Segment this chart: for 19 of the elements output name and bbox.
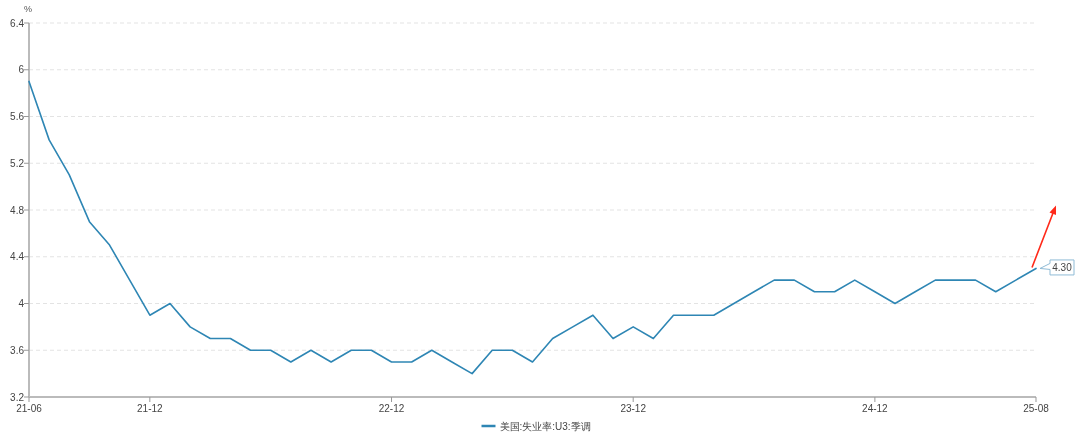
- y-tick-label: 3.2: [10, 391, 25, 403]
- y-tick-label: 5.6: [10, 111, 25, 122]
- y-tick-label: 4: [18, 298, 25, 309]
- x-tick-label: 22-12: [378, 403, 405, 414]
- legend-label: 美国:失业率:U3:季调: [499, 421, 591, 432]
- y-tick-label: 5.2: [10, 157, 25, 169]
- y-axis-title: %: [23, 4, 33, 14]
- y-tick-label: 4.4: [10, 251, 25, 263]
- x-tick-label: 24-12: [862, 403, 889, 414]
- x-tick-label: 25-08: [1023, 403, 1050, 414]
- y-tick-label: 6.4: [10, 17, 25, 29]
- x-tick-label: 21-06: [16, 403, 43, 414]
- y-tick-label: 3.6: [10, 344, 25, 356]
- line-series: [28, 80, 1037, 375]
- y-tick-label: 4.8: [10, 204, 25, 216]
- x-tick-label: 21-12: [137, 403, 164, 414]
- y-tick-label: 6: [18, 64, 25, 76]
- annotation: 4.30: [1052, 261, 1073, 273]
- x-tick-label: 23-12: [620, 403, 647, 414]
